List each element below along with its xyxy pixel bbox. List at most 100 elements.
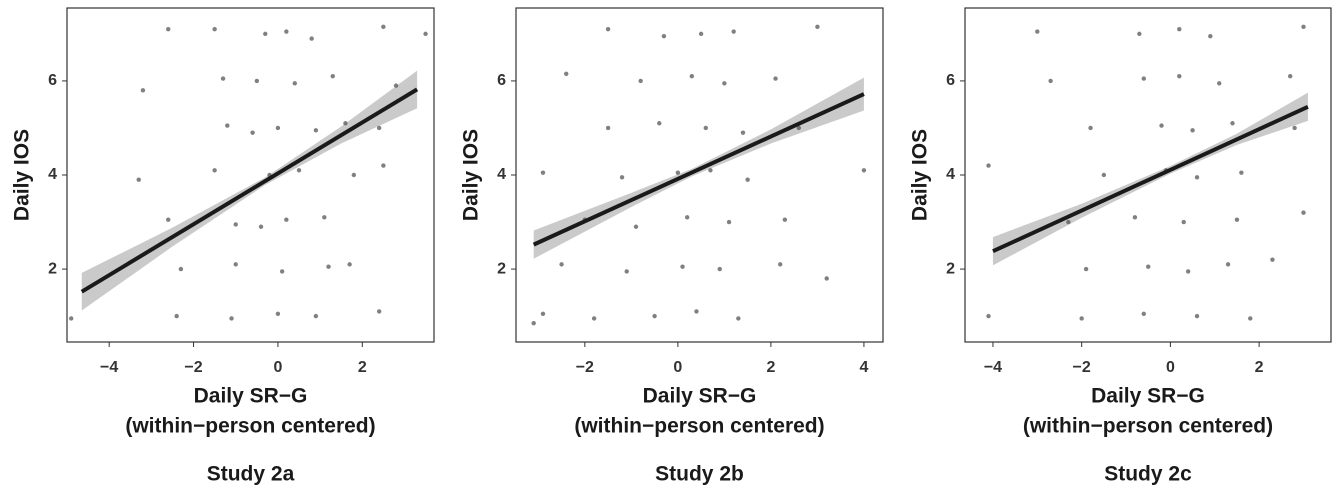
- data-point: [1190, 128, 1195, 133]
- data-point: [381, 163, 386, 168]
- data-point: [393, 83, 399, 88]
- data-point: [824, 276, 829, 281]
- y-axis-label: Daily IOS: [460, 129, 483, 221]
- data-point: [326, 264, 331, 269]
- data-point: [703, 125, 708, 131]
- data-point: [731, 29, 736, 34]
- data-point: [254, 78, 260, 84]
- data-point: [1177, 26, 1182, 32]
- data-point: [376, 309, 382, 314]
- x-tick-label: 2: [1255, 359, 1264, 376]
- x-tick-label: 0: [273, 359, 282, 376]
- data-point: [1208, 34, 1213, 39]
- data-point: [1225, 262, 1231, 267]
- data-point: [1239, 170, 1244, 175]
- data-point: [624, 269, 629, 274]
- data-point: [279, 269, 285, 274]
- y-tick-label: 6: [48, 72, 57, 89]
- x-axis-label: Daily SR−G: [1091, 385, 1205, 408]
- data-point: [661, 34, 667, 39]
- y-tick-label: 2: [48, 260, 57, 277]
- data-point: [782, 217, 788, 222]
- y-tick-label: 4: [946, 166, 955, 183]
- data-point: [1048, 78, 1053, 84]
- fit-line: [992, 104, 1309, 254]
- x-tick-label: −2: [1073, 359, 1091, 376]
- x-axis-label: Daily SR−G: [194, 385, 308, 408]
- data-point: [1301, 210, 1306, 215]
- data-point: [140, 88, 146, 93]
- x-tick-label: 2: [766, 359, 775, 376]
- data-point: [540, 311, 546, 316]
- x-tick-label: −4: [984, 359, 1002, 376]
- data-point: [381, 24, 386, 30]
- data-point: [376, 125, 382, 131]
- data-point: [166, 26, 171, 32]
- data-point: [861, 168, 867, 173]
- data-point: [1101, 172, 1107, 178]
- data-point: [1141, 76, 1146, 81]
- data-point: [815, 24, 820, 30]
- data-point: [1234, 217, 1240, 222]
- data-point: [675, 170, 681, 175]
- data-point: [284, 29, 289, 34]
- y-tick-label: 2: [946, 260, 955, 277]
- data-point: [1177, 74, 1182, 79]
- data-point: [736, 316, 741, 321]
- y-tick-label: 4: [497, 166, 506, 183]
- data-point: [796, 125, 802, 131]
- y-axis-label: Daily IOS: [909, 129, 932, 221]
- y-tick-label: 6: [497, 72, 506, 89]
- y-axis-label: Daily IOS: [11, 129, 34, 221]
- data-point: [1248, 316, 1253, 321]
- data-point: [313, 313, 319, 319]
- data-point: [275, 311, 281, 316]
- data-point: [1301, 24, 1306, 30]
- data-point: [540, 170, 546, 175]
- y-tick-label: 2: [497, 260, 506, 277]
- data-point: [986, 313, 991, 319]
- data-point: [351, 172, 357, 178]
- data-point: [250, 130, 255, 135]
- x-tick-label: 0: [1166, 359, 1175, 376]
- data-point: [717, 266, 722, 272]
- data-point: [1066, 219, 1071, 225]
- data-point: [708, 168, 713, 173]
- data-point: [1035, 29, 1040, 34]
- x-axis-label: (within−person centered): [125, 415, 375, 438]
- data-point: [1230, 121, 1235, 126]
- data-point: [423, 31, 428, 37]
- data-point: [296, 168, 302, 173]
- x-tick-label: −2: [576, 359, 594, 376]
- data-point: [638, 78, 643, 84]
- data-point: [684, 215, 690, 220]
- data-point: [225, 123, 230, 128]
- x-tick-label: 0: [673, 359, 682, 376]
- data-point: [1159, 123, 1164, 128]
- panel-title: Study 2a: [207, 463, 295, 486]
- data-point: [1292, 125, 1297, 131]
- data-point: [284, 217, 289, 222]
- fit-line: [80, 87, 419, 294]
- data-point: [1181, 219, 1186, 225]
- data-point: [680, 264, 685, 269]
- data-point: [605, 125, 611, 131]
- data-point: [136, 177, 141, 182]
- panel-title: Study 2b: [655, 463, 744, 486]
- data-point: [689, 74, 695, 79]
- data-point: [1194, 313, 1200, 319]
- data-point: [229, 316, 234, 321]
- data-point: [1088, 125, 1093, 131]
- data-point: [1137, 31, 1142, 37]
- data-point: [212, 26, 217, 32]
- data-point: [309, 36, 314, 41]
- plot-frame: [66, 7, 435, 343]
- data-point: [343, 121, 348, 126]
- data-point: [986, 163, 991, 168]
- x-tick-label: −2: [184, 359, 202, 376]
- data-point: [220, 76, 226, 81]
- panel-title: Study 2c: [1104, 463, 1192, 486]
- x-tick-label: −4: [100, 359, 118, 376]
- data-point: [263, 31, 268, 37]
